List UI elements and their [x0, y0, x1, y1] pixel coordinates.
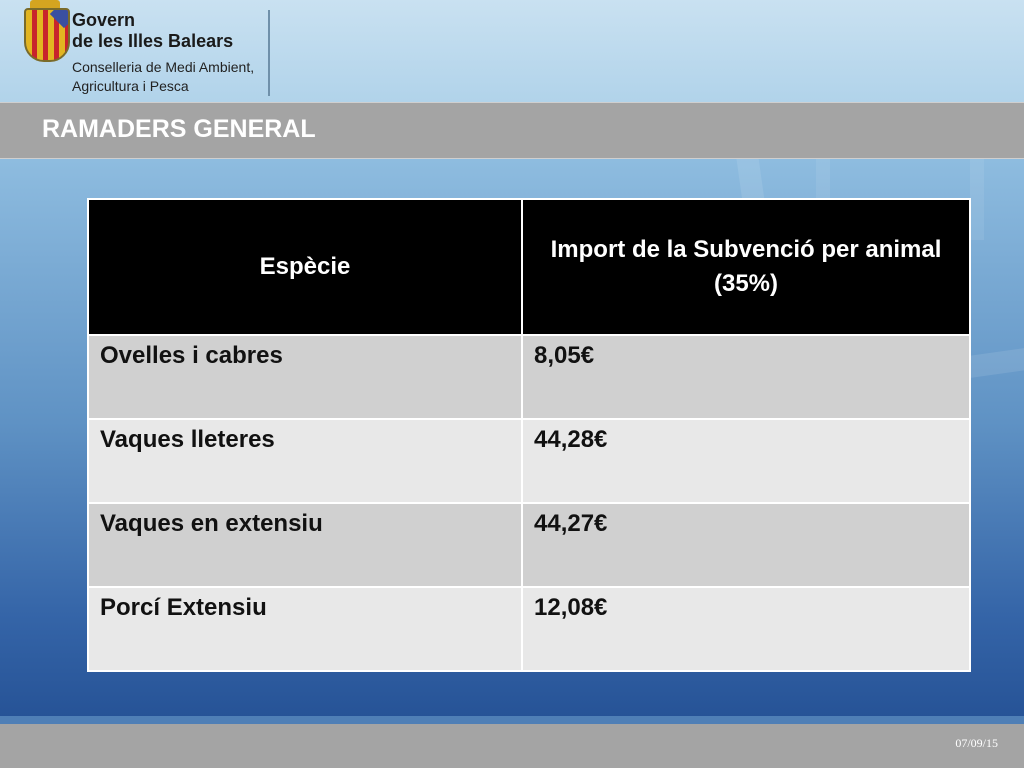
species-cell: Vaques en extensiu [87, 502, 523, 588]
subsidy-cell: 44,28€ [521, 418, 971, 504]
slide-footer: 07/09/15 [0, 724, 1024, 768]
title-bar: RAMADERS GENERAL [0, 102, 1024, 159]
department-name: Conselleria de Medi Ambient, Agricultura… [72, 58, 254, 96]
coat-of-arms-icon [24, 8, 70, 62]
table-row: Ovelles i cabres 8,05€ [87, 334, 971, 420]
table-row: Vaques en extensiu 44,27€ [87, 502, 971, 588]
species-cell: Vaques lleteres [87, 418, 523, 504]
slide-header: Govern de les Illes Balears Conselleria … [0, 0, 1024, 102]
subsidy-table: Espècie Import de la Subvenció per anima… [87, 198, 971, 672]
government-logo: Govern de les Illes Balears Conselleria … [20, 0, 270, 98]
column-header-subsidy: Import de la Subvenció per animal (35%) [521, 198, 971, 336]
slide-date: 07/09/15 [955, 736, 998, 750]
footer-accent-line [0, 716, 1024, 724]
subsidy-cell: 44,27€ [521, 502, 971, 588]
species-cell: Porcí Extensiu [87, 586, 523, 672]
subsidy-cell: 8,05€ [521, 334, 971, 420]
table-row: Porcí Extensiu 12,08€ [87, 586, 971, 672]
table-row: Vaques lleteres 44,28€ [87, 418, 971, 504]
dept-line-1: Conselleria de Medi Ambient, [72, 59, 255, 75]
header-divider [268, 10, 270, 96]
species-cell: Ovelles i cabres [87, 334, 523, 420]
subsidy-cell: 12,08€ [521, 586, 971, 672]
table-header-row: Espècie Import de la Subvenció per anima… [87, 198, 971, 336]
column-header-species: Espècie [87, 198, 523, 336]
org-line-2: de les Illes Balears [72, 31, 234, 51]
slide-title: RAMADERS GENERAL [42, 115, 316, 143]
subsidy-table-container: Espècie Import de la Subvenció per anima… [87, 198, 971, 672]
org-name: Govern de les Illes Balears [72, 10, 233, 52]
org-line-1: Govern [72, 10, 136, 30]
crown-icon [30, 0, 60, 9]
dept-line-2: Agricultura i Pesca [72, 78, 189, 94]
